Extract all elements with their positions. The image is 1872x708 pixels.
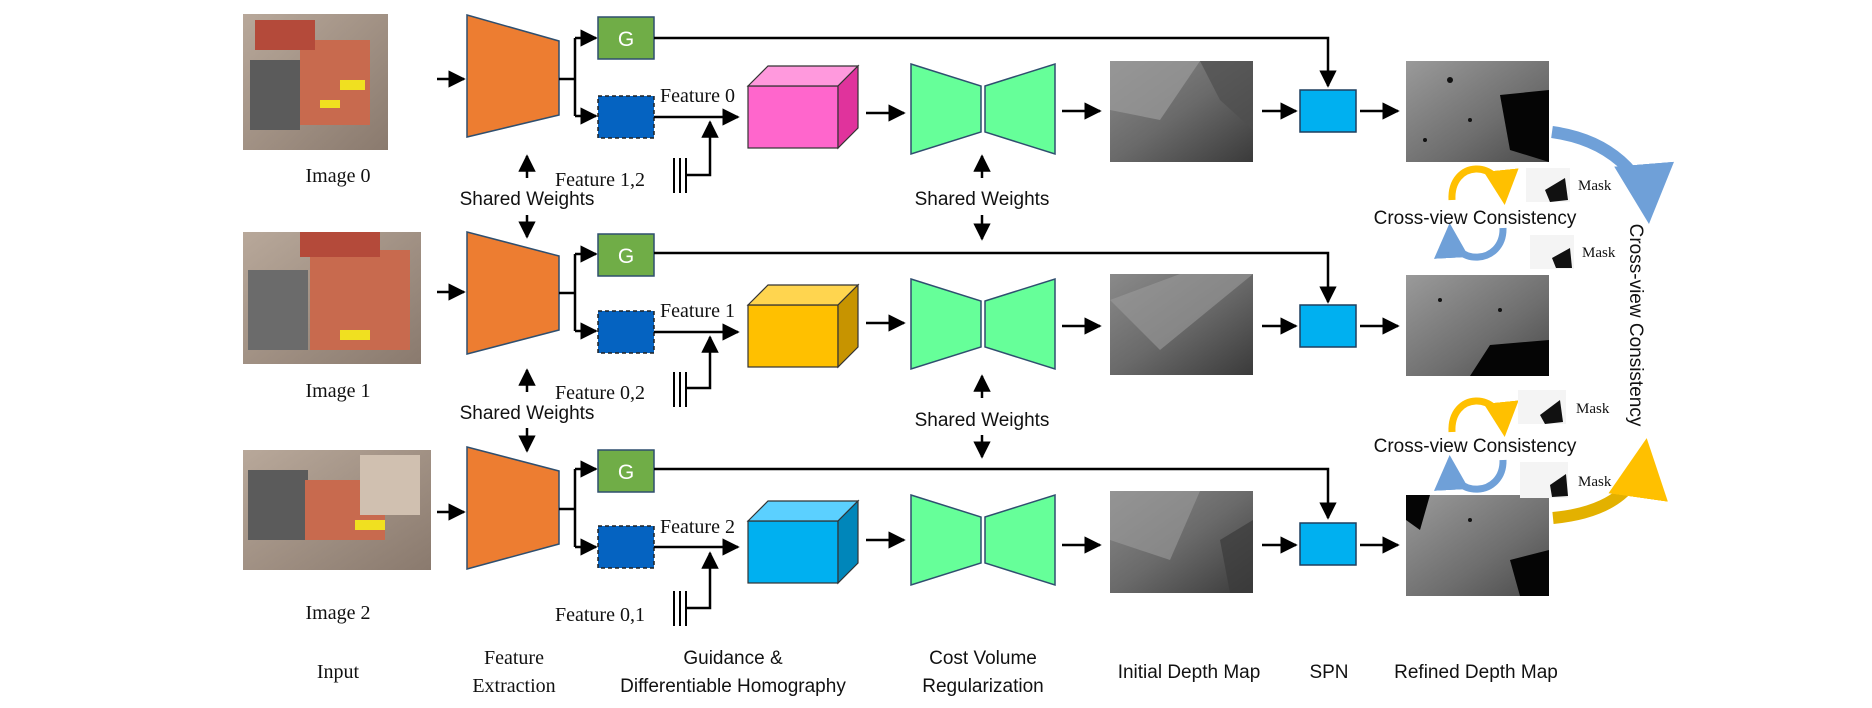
mask-image bbox=[1520, 462, 1568, 498]
column-label-input: Input bbox=[317, 661, 360, 683]
initial-depth-map-2 bbox=[1110, 491, 1253, 593]
consistency-arrow-side-blue bbox=[1551, 126, 1674, 224]
consistency-label-2: Cross-view Consistency bbox=[1374, 436, 1577, 457]
guidance-label-1: G bbox=[618, 245, 634, 268]
input-photo-2 bbox=[243, 450, 431, 570]
image-label-1: Image 1 bbox=[306, 380, 371, 402]
shared-weights-regularization-1: Shared Weights bbox=[915, 189, 1050, 210]
mask-image bbox=[1526, 168, 1570, 202]
cross-view-consistency-bottom: Cross-view Consistency Mask Mask bbox=[1374, 390, 1612, 498]
column-label-spn: SPN bbox=[1309, 662, 1348, 683]
feature-box-0 bbox=[597, 95, 655, 139]
column-label-feature-extraction-2: Extraction bbox=[472, 675, 555, 697]
regularization-net-1 bbox=[910, 277, 1056, 371]
consistency-arrow-side-gold bbox=[1552, 438, 1668, 524]
guidance-box-1 bbox=[597, 233, 655, 277]
input-photo-0 bbox=[243, 14, 388, 150]
column-label-feature-extraction-1: Feature bbox=[484, 647, 544, 669]
shared-weights-encoder-2: Shared Weights bbox=[460, 403, 595, 424]
mask-label: Mask bbox=[1576, 401, 1610, 417]
other-features-label-0: Feature 1,2 bbox=[555, 169, 645, 191]
column-label-initial-depth: Initial Depth Map bbox=[1118, 662, 1261, 683]
cost-volume-1 bbox=[746, 283, 860, 369]
mask-image bbox=[1518, 390, 1566, 424]
feature-label-0: Feature 0 bbox=[660, 85, 735, 107]
feature-box-2 bbox=[597, 525, 655, 569]
feature-encoder-1 bbox=[466, 231, 560, 355]
shared-weights-encoder-1: Shared Weights bbox=[460, 189, 595, 210]
feature-encoder-2 bbox=[466, 446, 560, 570]
spn-box-1 bbox=[1299, 304, 1357, 348]
feature-encoder-0 bbox=[466, 14, 560, 138]
column-label-guidance-2: Differentiable Homography bbox=[620, 676, 846, 697]
spn-box-2 bbox=[1299, 522, 1357, 566]
regularization-net-2 bbox=[910, 493, 1056, 587]
consistency-arrow-gold bbox=[1448, 165, 1519, 205]
arrow bbox=[686, 551, 719, 610]
column-label-refined-depth: Refined Depth Map bbox=[1394, 662, 1558, 683]
cost-volume-0 bbox=[746, 64, 860, 150]
consistency-vertical-label: Cross-view Consistency bbox=[1625, 224, 1646, 427]
column-label-cost-volume-1: Cost Volume bbox=[929, 648, 1037, 669]
mask-image bbox=[1530, 235, 1574, 269]
guidance-arrow-0 bbox=[654, 36, 1337, 88]
feature-box-1 bbox=[597, 310, 655, 354]
guidance-arrow-1 bbox=[654, 251, 1337, 304]
image-label-0: Image 0 bbox=[306, 165, 371, 187]
column-label-cost-volume-2: Regularization bbox=[922, 676, 1043, 697]
row-2: Image 2 G Feature 2 Feature 0,1 bbox=[243, 446, 1549, 626]
feature-label-1: Feature 1 bbox=[660, 300, 735, 322]
row-0: Image 0 G Feature 0 Feature 1,2 bbox=[243, 14, 1549, 193]
initial-depth-map-0 bbox=[1110, 61, 1253, 162]
guidance-box-2 bbox=[597, 449, 655, 493]
other-features-label-2: Feature 0,1 bbox=[555, 604, 645, 626]
refined-depth-map-1 bbox=[1406, 275, 1549, 376]
regularization-net-0 bbox=[910, 62, 1056, 156]
image-label-2: Image 2 bbox=[306, 602, 371, 624]
refined-depth-map-0 bbox=[1406, 61, 1549, 162]
consistency-label-1: Cross-view Consistency bbox=[1374, 208, 1577, 229]
spn-box-0 bbox=[1299, 89, 1357, 133]
initial-depth-map-1 bbox=[1110, 274, 1253, 375]
arrow bbox=[686, 335, 719, 390]
cross-view-consistency-top: Cross-view Consistency Mask Mask bbox=[1374, 165, 1616, 269]
consistency-arrow-gold bbox=[1448, 397, 1519, 437]
guidance-label-2: G bbox=[618, 461, 634, 484]
shared-weights-regularization-2: Shared Weights bbox=[915, 410, 1050, 431]
feature-label-2: Feature 2 bbox=[660, 516, 735, 538]
column-label-guidance-1: Guidance & bbox=[683, 648, 783, 669]
consistency-arrow-blue bbox=[1434, 223, 1507, 261]
arrow bbox=[686, 120, 719, 177]
other-features-label-1: Feature 0,2 bbox=[555, 382, 645, 404]
guidance-box-0 bbox=[597, 16, 655, 60]
row-1: Image 1 G Feature 1 Feature 0,2 bbox=[243, 231, 1549, 407]
input-photo-1 bbox=[243, 232, 421, 364]
guidance-arrow-2 bbox=[654, 467, 1337, 520]
refined-depth-map-2 bbox=[1406, 495, 1549, 596]
cost-volume-2 bbox=[746, 499, 860, 585]
mask-label: Mask bbox=[1582, 245, 1616, 261]
mask-label: Mask bbox=[1578, 178, 1612, 194]
mask-label: Mask bbox=[1578, 474, 1612, 490]
guidance-label-0: G bbox=[618, 28, 634, 51]
consistency-arrow-blue bbox=[1434, 455, 1507, 493]
